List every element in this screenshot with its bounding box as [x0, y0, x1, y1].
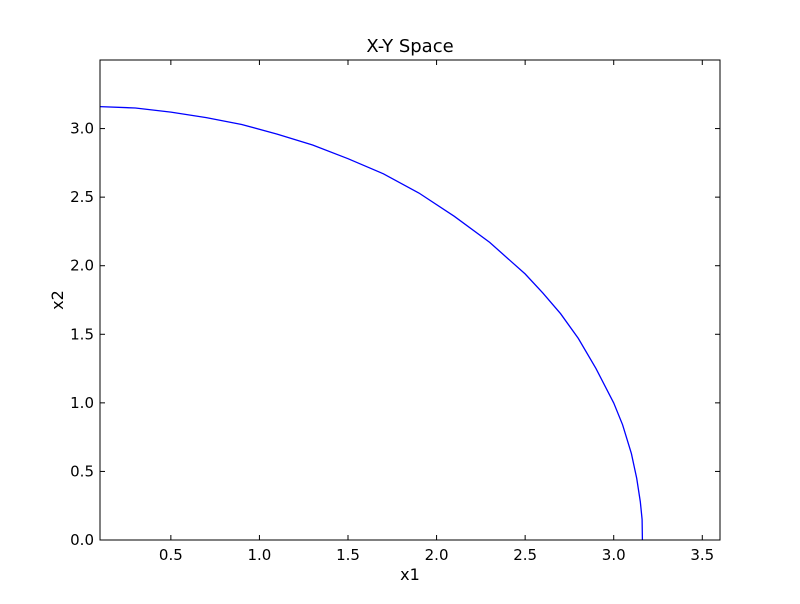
y-tick-label: 1.0	[70, 394, 94, 412]
plot-frame	[99, 59, 721, 541]
x-tick-label: 2.0	[425, 546, 449, 564]
plot-area	[100, 60, 720, 540]
y-tick-label: 2.0	[70, 257, 94, 275]
y-axis-label: x2	[48, 290, 67, 310]
x-tick-label: 3.5	[690, 546, 714, 564]
y-tick-label: 1.5	[70, 325, 94, 343]
chart-title: X-Y Space	[366, 36, 453, 57]
x-tick-label: 3.0	[602, 546, 626, 564]
tick-layer: 0.5 1.0 1.5 2.0 2.5 3.0 3.5 0.0 0.5 1.0 1.5 2.0 2.5 3…	[70, 60, 720, 564]
y-tick-label: 0.5	[70, 462, 94, 480]
x-tick-label: 1.5	[336, 546, 360, 564]
y-tick-label: 2.5	[70, 188, 94, 206]
series-layer	[99, 105, 644, 541]
series-line	[99, 105, 644, 541]
x-axis-label: x1	[400, 565, 420, 584]
y-tick-label: 0.0	[70, 531, 94, 549]
y-tick-label: 3.0	[70, 120, 94, 138]
x-tick-label: 2.5	[513, 546, 537, 564]
x-tick-label: 0.5	[159, 546, 183, 564]
x-tick-label: 1.0	[247, 546, 271, 564]
